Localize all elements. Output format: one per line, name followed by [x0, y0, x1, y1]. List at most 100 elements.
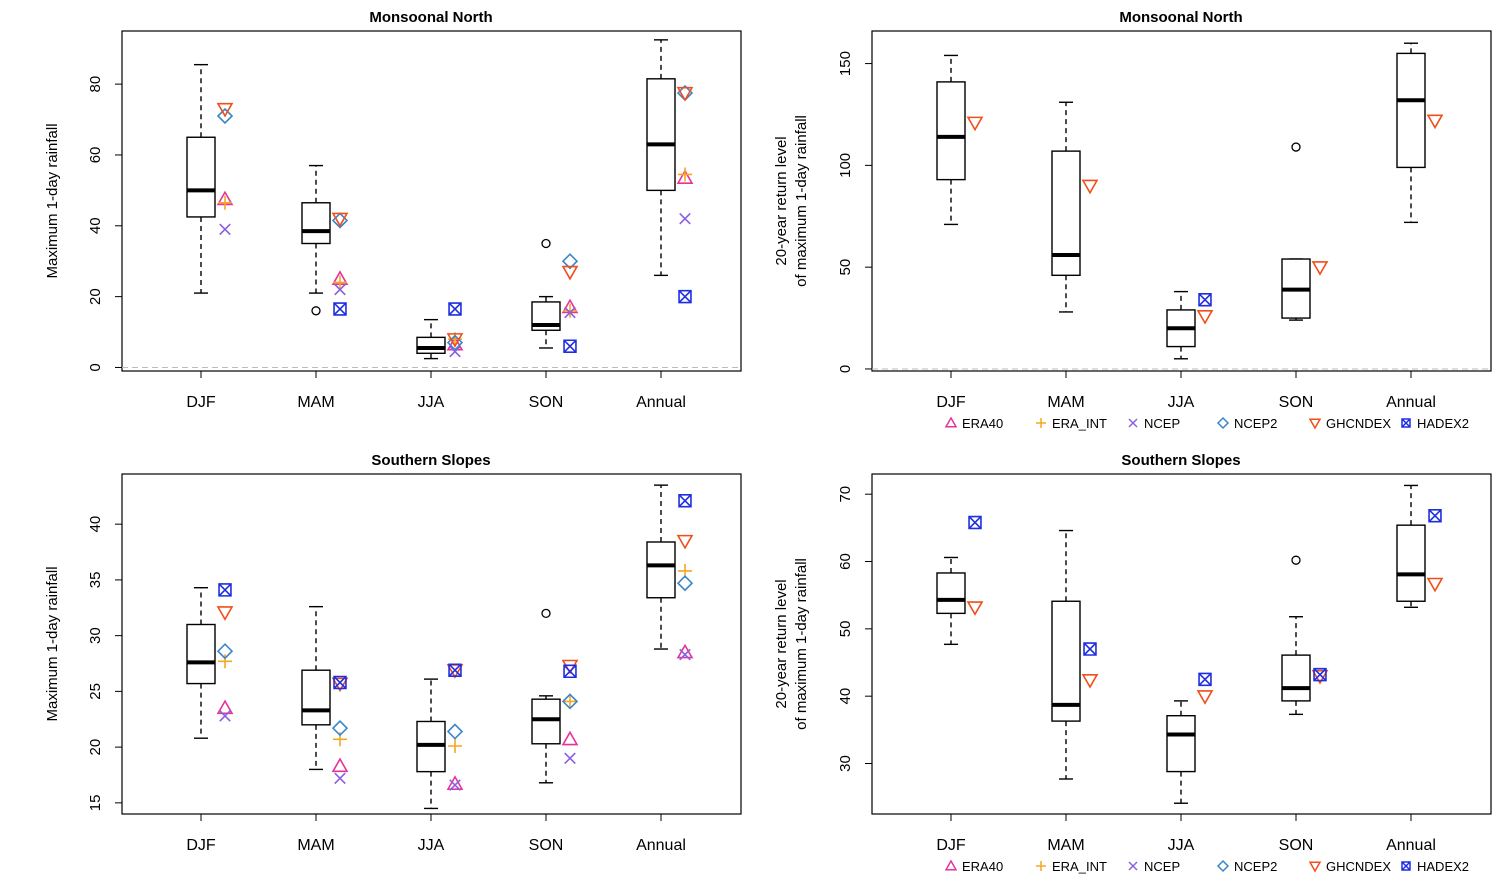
y-tick-label: 0 — [837, 365, 854, 373]
box-djf — [186, 63, 216, 294]
box-jja — [1166, 700, 1196, 804]
box-mam — [301, 605, 331, 771]
x-tick-label: JJA — [418, 394, 445, 411]
y-axis-label-line2: of maximum 1-day rainfall — [793, 558, 810, 730]
marker-ncep — [334, 772, 346, 785]
marker-ghcndex — [1426, 577, 1444, 593]
marker-ghcndex — [561, 265, 579, 281]
legend-entry-ncep2: NCEP2 — [1216, 859, 1277, 874]
y-tick-label: 60 — [837, 553, 854, 570]
marker-era40 — [561, 730, 579, 746]
x-tick-label: Annual — [1386, 837, 1436, 854]
marker-ghcndex — [446, 333, 464, 348]
x-tick-label: MAM — [297, 394, 334, 411]
marker-era-int — [678, 167, 692, 182]
legend-label: ERA_INT — [1052, 416, 1107, 431]
marker-ghcndex — [966, 116, 984, 132]
legend-symbol — [944, 859, 958, 871]
box-iqr — [1396, 524, 1426, 602]
outlier-point — [1291, 555, 1301, 565]
chart-title: Southern Slopes — [371, 452, 490, 469]
y-tick-label: 15 — [87, 795, 104, 812]
x-tick-label: MAM — [297, 837, 334, 854]
box-iqr — [646, 78, 676, 192]
marker-ghcndex — [1426, 114, 1444, 130]
legend-label: HADEX2 — [1417, 416, 1469, 431]
legend-label: ERA_INT — [1052, 859, 1107, 874]
x-tick-label: DJF — [186, 837, 216, 854]
marker-hadex2 — [448, 302, 462, 316]
box-mam — [1051, 529, 1081, 780]
outlier-point — [311, 306, 321, 316]
panel-monsoonal-north-return: Monsoonal North 20-year return level of … — [773, 9, 1492, 411]
x-tick-label: SON — [529, 394, 564, 411]
marker-ghcndex — [1311, 261, 1329, 276]
marker-ncep — [564, 306, 576, 319]
marker-era-int — [218, 195, 232, 210]
legend-bottom: ERA40 ERA_INT NCEP NCEP2 GHCNDEX HADEX2 — [944, 859, 1469, 874]
box-iqr — [301, 669, 331, 726]
marker-hadex2 — [678, 289, 692, 304]
marker-era40 — [676, 169, 694, 185]
marker-ghcndex — [676, 534, 694, 550]
x-tick-label: DJF — [936, 394, 966, 411]
y-tick-label: 50 — [837, 259, 854, 276]
legend-symbol — [944, 416, 958, 428]
box-iqr — [936, 572, 966, 615]
marker-ghcndex — [1081, 179, 1099, 195]
marker-hadex2 — [333, 302, 347, 316]
marker-ncep — [679, 648, 691, 661]
marker-era40 — [676, 643, 694, 659]
box-iqr — [301, 202, 331, 245]
marker-hadex2 — [968, 515, 982, 530]
marker-hadex2 — [333, 675, 347, 690]
x-tick-label: Annual — [1386, 394, 1436, 411]
y-tick-label: 35 — [87, 572, 104, 589]
x-tick-label: SON — [1279, 837, 1314, 854]
box-iqr — [531, 698, 561, 745]
marker-ncep2 — [446, 723, 464, 740]
marker-ghcndex — [1081, 673, 1099, 689]
box-son — [1281, 555, 1311, 716]
outlier-point — [541, 608, 551, 618]
box-annual — [646, 39, 676, 277]
marker-ncep2 — [216, 107, 234, 125]
marker-ncep2 — [331, 720, 349, 737]
y-axis-label-line2: of maximum 1-day rainfall — [793, 115, 810, 287]
legend-symbol — [1036, 861, 1046, 871]
legend-entry-ncep: NCEP — [1128, 416, 1180, 431]
marker-ghcndex — [1311, 669, 1329, 685]
box-jja — [416, 678, 446, 810]
marker-era-int — [218, 654, 232, 669]
y-tick-label: 60 — [87, 147, 104, 164]
legend-label: NCEP — [1144, 416, 1180, 431]
marker-ghcndex — [561, 659, 579, 675]
y-axis-label: Maximum 1-day rainfall — [44, 566, 61, 721]
x-tick-label: DJF — [936, 837, 966, 854]
y-tick-label: 40 — [837, 688, 854, 705]
marker-ncep — [219, 710, 231, 722]
box-iqr — [186, 623, 216, 685]
chart-title: Monsoonal North — [369, 9, 492, 26]
box-jja — [1166, 290, 1196, 360]
marker-ghcndex — [966, 601, 984, 616]
marker-hadex2 — [1198, 292, 1212, 307]
box-iqr — [416, 336, 446, 354]
box-mam — [301, 164, 331, 316]
legend-symbol — [1308, 418, 1322, 430]
box-mam — [1051, 101, 1081, 313]
legend-entry-ghcndex: GHCNDEX — [1308, 859, 1391, 874]
marker-era-int — [563, 694, 577, 709]
marker-ghcndex — [331, 677, 349, 693]
legend-top: ERA40 ERA_INT NCEP NCEP2 GHCNDEX HADEX2 — [944, 416, 1469, 431]
y-tick-label: 25 — [87, 683, 104, 700]
marker-ghcndex — [331, 212, 349, 228]
marker-hadex2 — [448, 663, 462, 677]
marker-hadex2 — [1198, 672, 1212, 687]
marker-ncep — [449, 345, 461, 358]
box-jja — [416, 318, 446, 360]
legend-label: NCEP2 — [1234, 859, 1277, 874]
legend-label: GHCNDEX — [1326, 859, 1391, 874]
marker-ncep2 — [676, 575, 694, 592]
box-iqr — [1051, 600, 1081, 722]
